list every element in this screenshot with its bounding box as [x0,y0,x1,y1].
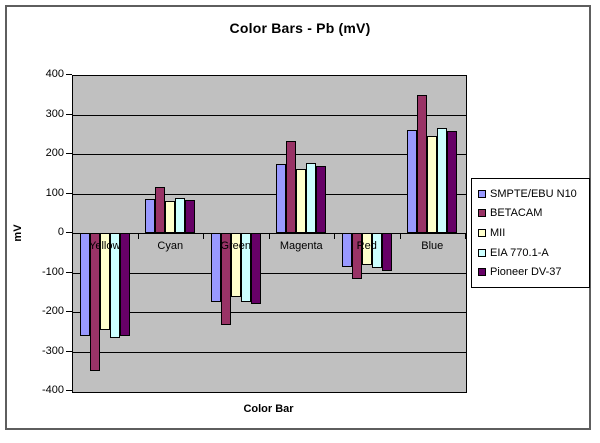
legend-item: Pioneer DV-37 [478,266,589,278]
bar-mii-blue [427,136,438,233]
x-axis-tick [465,233,466,239]
legend-item: MII [478,227,589,239]
legend-item: BETACAM [478,207,589,219]
y-axis-tick [66,153,72,154]
legend: SMPTE/EBU N10 BETACAM MII EIA 770.1-A Pionee… [471,178,590,288]
gridline [73,193,466,195]
bar-pioneer-dv-37-yellow [119,233,130,337]
y-axis-tick-label: 400 [45,68,64,80]
bar-pioneer-dv-37-magenta [316,165,327,233]
bar-betacam-cyan [155,186,166,233]
category-label: Yellow [89,240,121,252]
x-axis-tick [268,233,270,239]
y-axis-tick [66,74,72,75]
legend-marker-icon [478,189,486,198]
category-label: Green [220,240,252,252]
y-axis-tick [66,271,72,273]
bar-mii-yellow [99,233,110,330]
gridline [73,272,466,274]
bar-mii-cyan [165,201,176,233]
bar-smpte-ebu-n10-red [341,233,352,268]
y-axis-tick-label: -300 [41,344,64,357]
bar-eia-770-1-a-red [371,233,382,269]
bar-betacam-green [220,233,231,326]
bar-smpte-ebu-n10-green [210,233,221,303]
category-label: Red [356,240,377,252]
x-axis-tick [137,233,139,239]
bar-smpte-ebu-n10-yellow [79,233,90,337]
category-label: Cyan [157,240,184,252]
bar-mii-magenta [296,169,307,233]
bar-pioneer-dv-37-red [381,233,392,271]
category-label: Magenta [279,240,323,252]
x-axis-tick [72,233,73,239]
legend-item: EIA 770.1-A [478,247,589,259]
bar-mii-red [361,233,372,265]
gridline [73,233,466,234]
legend-item: SMPTE/EBU N10 [478,188,589,200]
y-axis-tick [66,113,72,115]
gridline [73,312,466,313]
legend-marker-icon [478,268,486,277]
bar-eia-770-1-a-green [240,233,251,303]
y-axis-tick [66,350,72,352]
bar-betacam-blue [417,94,428,233]
bar-pioneer-dv-37-green [250,233,261,305]
bar-mii-green [230,233,241,297]
y-axis-tick-label: 0 [57,226,64,238]
legend-label: SMPTE/EBU N10 [490,187,577,200]
x-axis-tick [399,233,401,239]
bar-smpte-ebu-n10-blue [407,129,418,233]
y-axis-tick [66,192,72,194]
bar-betacam-yellow [89,233,100,372]
legend-marker-icon [478,248,486,257]
legend-label: Pioneer DV-37 [490,266,562,279]
x-axis-title: Color Bar [243,403,294,415]
bar-betacam-red [351,233,362,280]
legend-label: MII [490,226,506,239]
gridline [73,114,466,116]
y-axis-tick-label: 300 [45,107,64,120]
bar-eia-770-1-a-magenta [306,163,317,233]
legend-label: EIA 770.1-A [490,246,549,259]
legend-marker-icon [478,228,486,237]
y-axis-tick-label: -200 [41,305,64,317]
y-axis-tick-label: 200 [45,147,64,159]
bar-smpte-ebu-n10-magenta [276,163,287,233]
y-axis-tick [66,232,72,233]
chart-title: Color Bars - Pb (mV) [229,20,371,36]
bar-pioneer-dv-37-cyan [185,199,196,233]
legend-label: BETACAM [490,207,543,220]
plot-area [72,75,467,393]
x-axis-tick [334,233,335,239]
bar-eia-770-1-a-yellow [109,233,120,338]
y-axis-tick [66,390,72,391]
y-axis-tick-label: 100 [45,186,64,199]
gridline [73,351,466,353]
bar-betacam-magenta [286,140,297,233]
bar-eia-770-1-a-blue [437,128,448,233]
gridline [73,154,466,155]
category-label: Blue [421,240,444,252]
y-axis-tick [66,311,72,312]
y-axis-tick-label: -400 [41,384,64,396]
x-axis-tick [203,233,204,239]
y-axis-tick-label: -100 [41,265,64,278]
bar-smpte-ebu-n10-cyan [145,198,156,233]
bar-pioneer-dv-37-blue [447,131,458,233]
legend-marker-icon [478,209,486,218]
bar-eia-770-1-a-cyan [175,197,186,233]
